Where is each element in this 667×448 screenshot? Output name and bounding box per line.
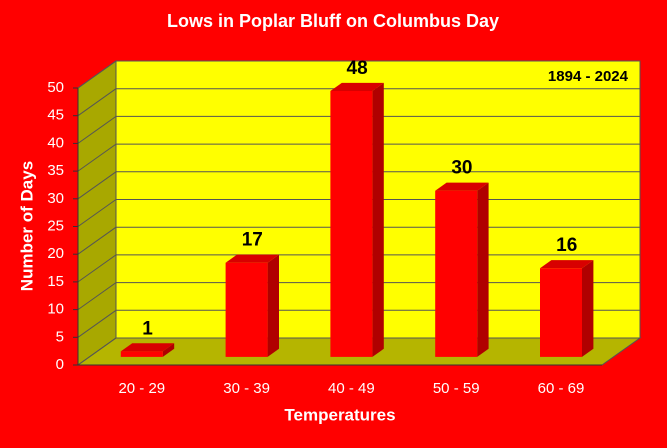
grid-line — [77, 171, 117, 200]
bar-top — [540, 260, 594, 269]
bar-top — [225, 254, 279, 263]
y-tick-label: 5 — [56, 328, 64, 345]
x-tick-label: 60 - 69 — [538, 380, 585, 397]
y-tick-label: 30 — [47, 190, 64, 207]
y-axis-label: Number of Days — [17, 161, 36, 291]
bar-side — [477, 182, 489, 357]
bar-top — [330, 82, 384, 91]
chart-title: Lows in Poplar Bluff on Columbus Day — [167, 11, 499, 31]
bar-front — [330, 90, 373, 357]
y-tick-label: 0 — [56, 356, 64, 373]
bar — [120, 343, 175, 357]
grid-line — [77, 143, 117, 172]
bar-side — [267, 254, 279, 357]
grid-line — [77, 88, 117, 117]
x-tick-label: 40 - 49 — [328, 380, 375, 397]
grid-line — [77, 309, 117, 338]
bar-top — [435, 182, 489, 191]
grid-line — [77, 60, 117, 89]
y-tick-label: 35 — [47, 162, 64, 179]
y-tick-label: 40 — [47, 134, 64, 151]
y-tick-label: 25 — [47, 217, 64, 234]
grid-line — [77, 226, 117, 255]
bar — [540, 260, 594, 357]
y-tick-label: 20 — [47, 245, 64, 262]
y-tick-label: 15 — [47, 273, 64, 290]
bar-side — [162, 343, 175, 357]
x-tick-label: 30 - 39 — [223, 380, 270, 397]
bar-front — [540, 268, 582, 357]
bar — [330, 82, 384, 357]
grid-line — [77, 199, 117, 227]
bar-front — [120, 351, 163, 357]
value-label: 48 — [347, 58, 368, 79]
y-tick-label: 45 — [47, 107, 64, 124]
value-label: 16 — [556, 235, 577, 256]
bar-side — [582, 260, 594, 357]
value-label: 17 — [242, 230, 263, 251]
grid-line — [77, 337, 117, 366]
bar-front — [225, 262, 268, 357]
y-tick-label: 50 — [47, 79, 64, 96]
grid-line — [77, 115, 117, 144]
bar-front — [435, 190, 478, 357]
grid-line — [77, 254, 117, 283]
value-label: 30 — [451, 158, 472, 179]
x-tick-label: 20 - 29 — [118, 380, 165, 397]
annotation: 1894 - 2024 — [548, 68, 629, 85]
x-tick-label: 50 - 59 — [433, 380, 480, 397]
x-axis-label: Temperatures — [284, 405, 395, 424]
y-tick-label: 10 — [47, 301, 64, 318]
bar — [225, 254, 279, 357]
bar — [435, 182, 489, 357]
bar-side — [372, 82, 384, 357]
grid-line — [77, 282, 117, 311]
bar-top — [120, 343, 175, 352]
value-label: 1 — [142, 318, 153, 339]
